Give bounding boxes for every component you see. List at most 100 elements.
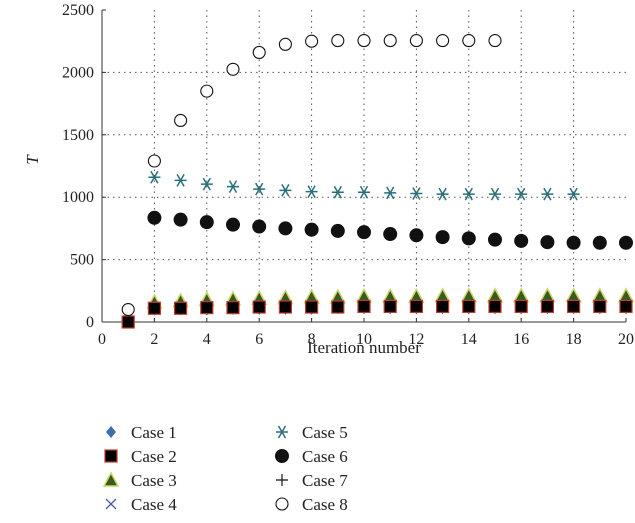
case-6-point xyxy=(252,219,267,234)
legend-case-6-label: Case 6 xyxy=(302,447,348,466)
legend-case-5-label: Case 5 xyxy=(302,423,348,442)
y-tick-label: 500 xyxy=(70,252,94,269)
case-6-point xyxy=(226,217,240,232)
case-2-point xyxy=(147,301,161,315)
x-tick-label: 16 xyxy=(513,331,529,348)
case-2-point xyxy=(593,299,607,313)
legend-case-2-marker xyxy=(104,449,118,463)
case-5-point xyxy=(462,187,475,201)
case-2-point xyxy=(409,299,423,313)
x-tick-label: 0 xyxy=(98,331,106,348)
case-6-point xyxy=(383,227,398,242)
case-5-point xyxy=(227,180,239,193)
case-5-point xyxy=(148,170,161,184)
case-2-point xyxy=(121,315,135,329)
case-5-point xyxy=(358,185,370,199)
case-2-point xyxy=(619,299,633,313)
case-5-point xyxy=(489,187,501,201)
case-2-point xyxy=(540,299,555,313)
legend-case-8-label: Case 8 xyxy=(302,495,348,514)
case-8-point xyxy=(305,34,319,48)
x-tick-label: 18 xyxy=(566,331,582,348)
y-axis-title: T xyxy=(23,154,42,165)
case-2-point xyxy=(462,299,476,313)
case-6-point xyxy=(514,233,529,248)
case-2-point xyxy=(200,301,214,315)
case-2-point xyxy=(357,299,371,313)
case-5-point xyxy=(541,187,554,201)
y-tick-label: 2000 xyxy=(62,64,94,81)
case-6-point xyxy=(592,235,607,250)
case-5-point xyxy=(436,187,449,201)
y-tick-label: 2500 xyxy=(62,2,94,19)
x-tick-label: 8 xyxy=(308,331,316,348)
case-6-point xyxy=(173,212,188,227)
case-8-point xyxy=(278,37,292,51)
legend: Case 1 Case 2 Case 3 Case 4 Case 5 Case 6 Case… xyxy=(102,423,348,514)
case-6-point xyxy=(330,223,345,238)
case-8-point xyxy=(226,62,240,76)
y-tick-label: 0 xyxy=(86,314,94,331)
case-8-point xyxy=(436,34,450,48)
x-tick-label: 2 xyxy=(150,331,158,348)
case-6-point xyxy=(304,222,319,237)
x-tick-label: 14 xyxy=(461,331,477,348)
case-5-point xyxy=(567,187,580,201)
case-2-point xyxy=(383,299,397,313)
case-6-point xyxy=(278,221,293,236)
case-8-point xyxy=(488,34,502,48)
case-5-point xyxy=(200,177,213,191)
case-2-point xyxy=(566,299,581,313)
legend-case-5-marker xyxy=(276,425,288,439)
case-5-point xyxy=(253,182,266,196)
case-5-point xyxy=(515,187,528,201)
case-2-point xyxy=(305,300,319,314)
legend-case-1-marker xyxy=(106,426,116,438)
case-6-point xyxy=(409,228,424,243)
case-2-point xyxy=(174,301,188,315)
case-8-point xyxy=(357,34,371,48)
case-8-point xyxy=(383,34,397,48)
case-5-point xyxy=(279,183,292,197)
case-2-point xyxy=(436,299,450,313)
x-tick-label: 20 xyxy=(618,331,634,348)
x-axis-title: Iteration number xyxy=(307,338,421,357)
case-8-point xyxy=(121,302,135,317)
case-6-point xyxy=(619,235,633,250)
axes-layer: 0 2 4 6 8 10 12 14 16 18 20 0 500 1000 1500 2000 2500 xyxy=(62,2,634,348)
case-6-point xyxy=(540,235,555,250)
x-tick-label: 12 xyxy=(408,331,424,348)
case-5-point xyxy=(331,185,344,199)
case-8-point xyxy=(409,34,423,48)
x-tick-label: 10 xyxy=(356,331,372,348)
x-tick-label: 4 xyxy=(203,331,211,348)
case-6-point xyxy=(357,225,371,240)
legend-case-7-label: Case 7 xyxy=(302,471,348,490)
case-5-point xyxy=(384,186,397,200)
case-2-point xyxy=(252,300,266,314)
case-6-point xyxy=(461,231,476,246)
case-2-point xyxy=(226,301,240,315)
case-2-point xyxy=(488,299,502,313)
legend-case-3-marker xyxy=(102,471,120,487)
case-5-point xyxy=(410,187,423,200)
legend-case-4-marker xyxy=(105,498,117,510)
legend-case-8-marker xyxy=(275,497,289,511)
legend-case-2-label: Case 2 xyxy=(131,447,177,466)
case-8-point xyxy=(331,34,345,48)
case-8-point xyxy=(200,84,214,98)
case-6-point xyxy=(435,230,450,245)
grid-layer xyxy=(102,10,626,322)
x-tick-label: 6 xyxy=(255,331,263,348)
case-8-point xyxy=(252,45,266,59)
case-8-point xyxy=(462,34,476,48)
y-tick-label: 1500 xyxy=(62,127,94,144)
case-5-point xyxy=(174,173,187,187)
case-2-point xyxy=(331,300,345,314)
case-6-point xyxy=(566,235,581,250)
case-6-point xyxy=(199,215,214,230)
case-2-point xyxy=(278,300,292,314)
case-5-point xyxy=(305,185,318,198)
legend-case-3-label: Case 3 xyxy=(131,471,177,490)
legend-case-6-marker xyxy=(275,449,289,463)
